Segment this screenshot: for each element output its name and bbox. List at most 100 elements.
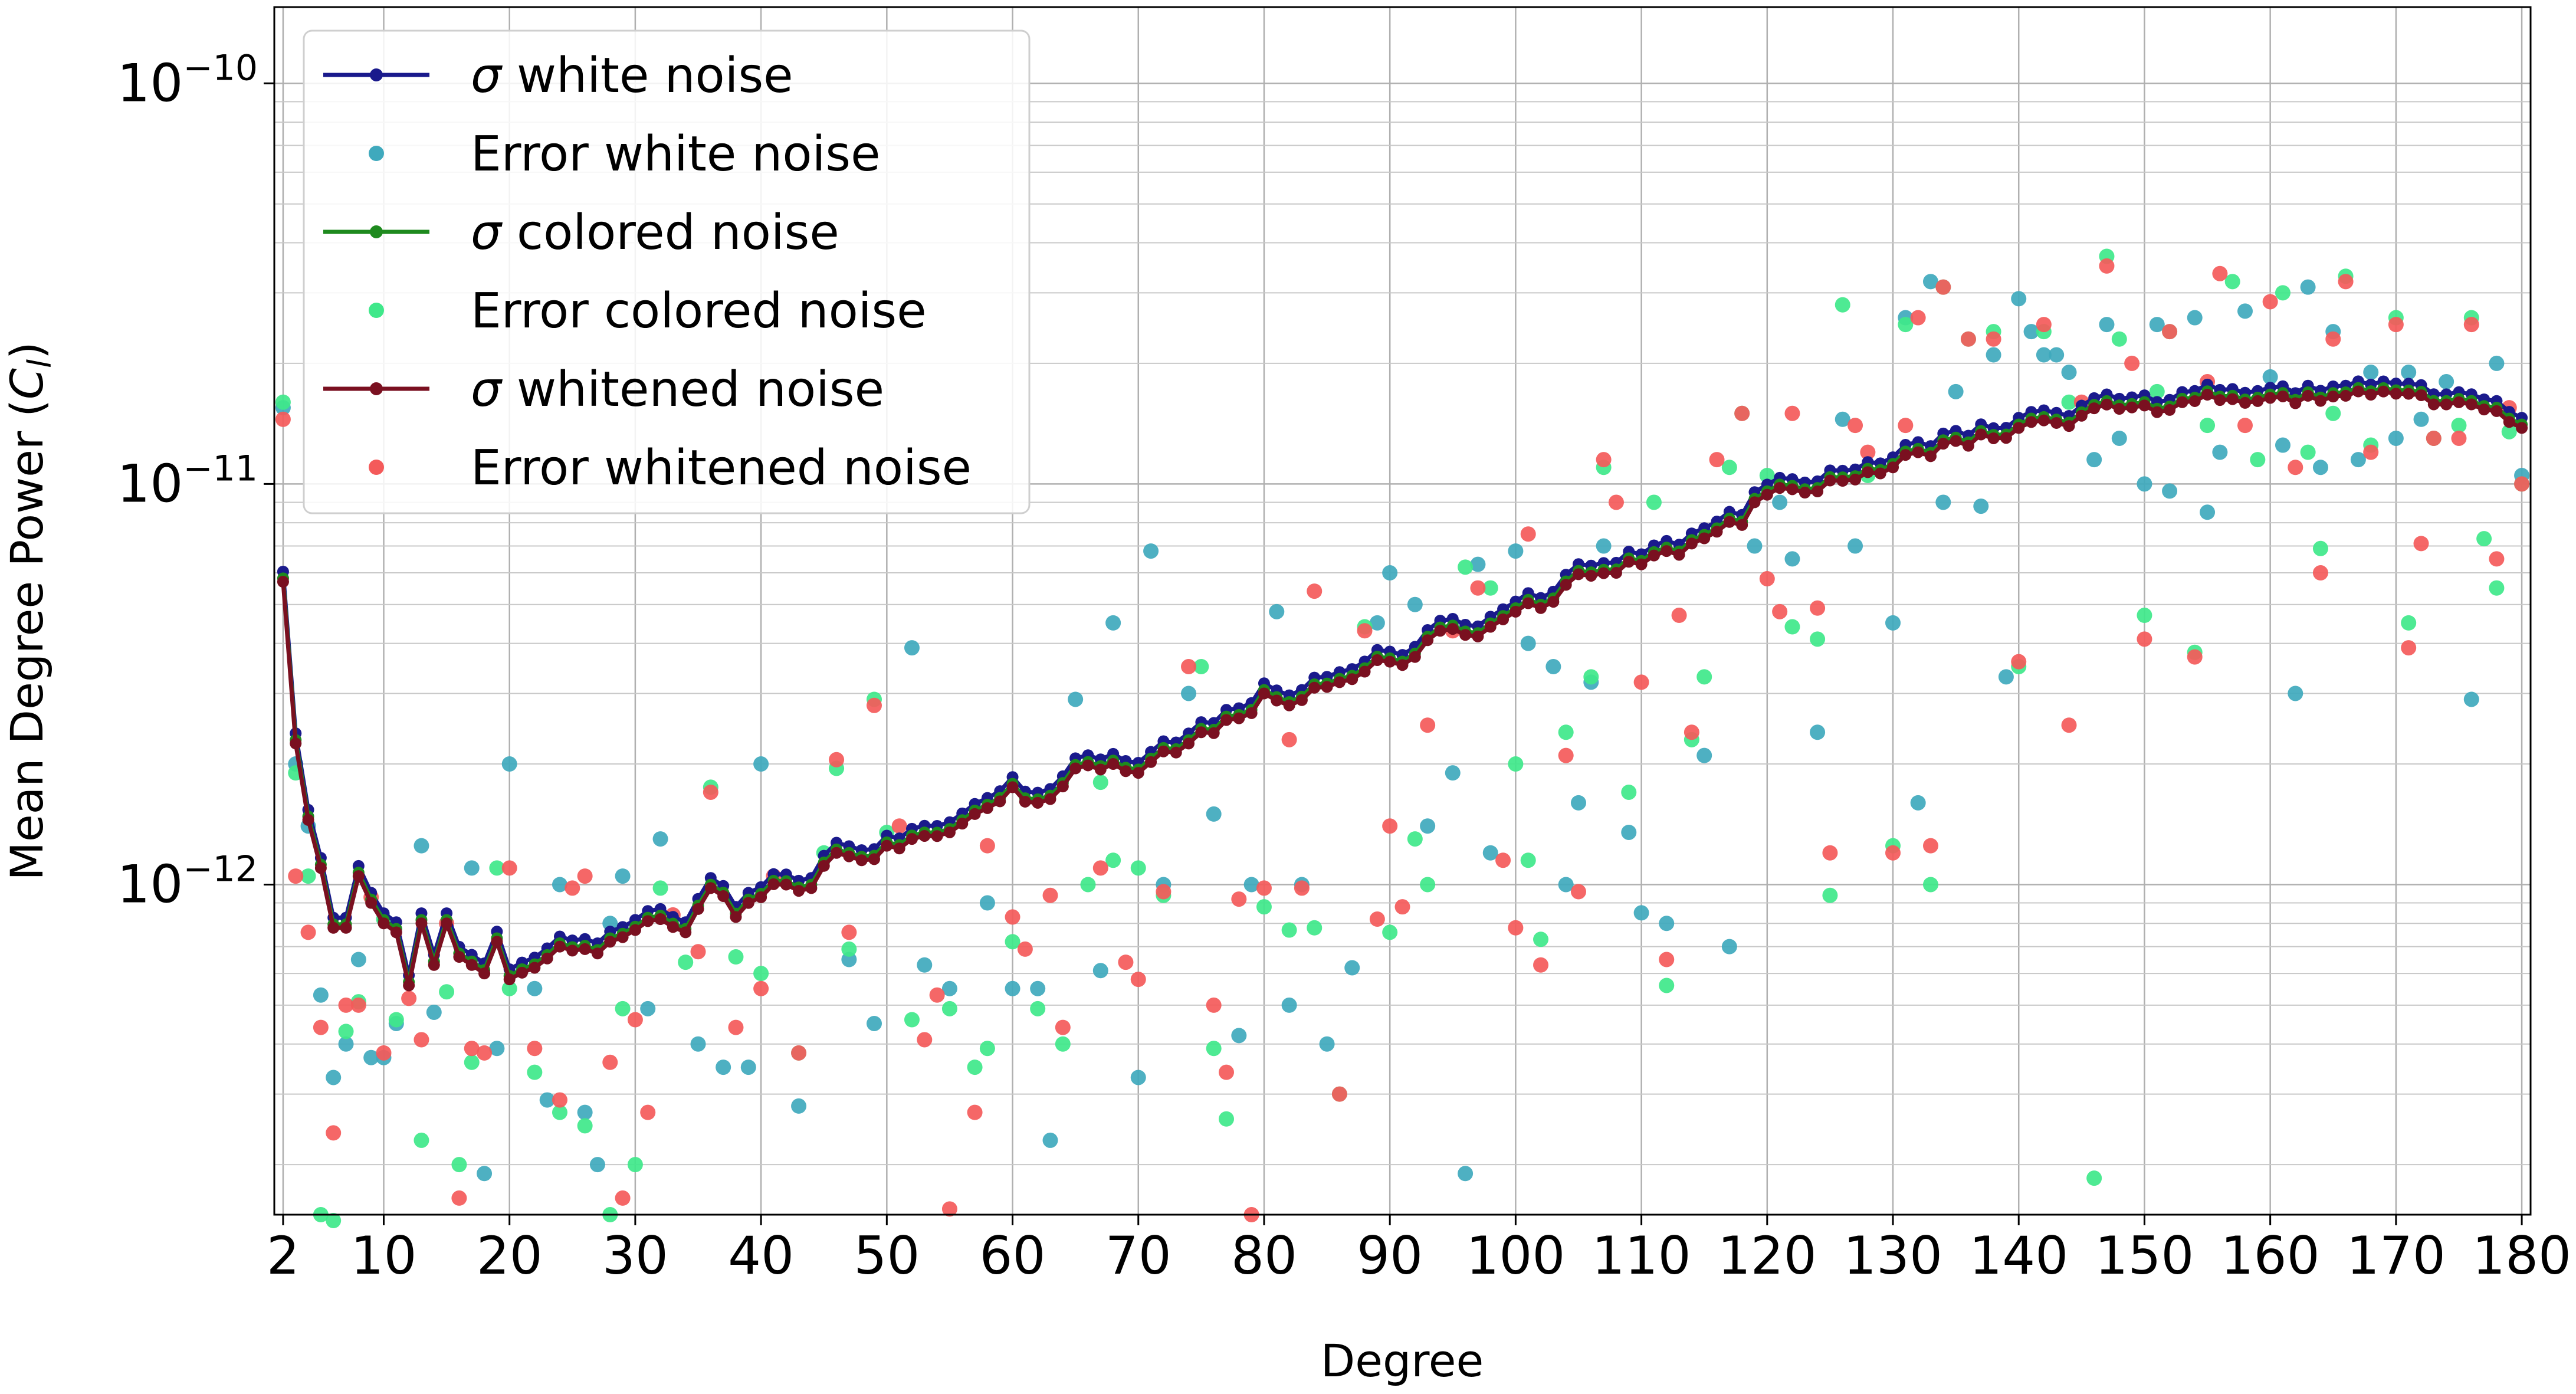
sigma-whitened-noise-point xyxy=(2151,406,2163,418)
error-white-noise-point xyxy=(2061,365,2077,381)
error-white-noise-point xyxy=(1130,1070,1146,1085)
error-colored-noise-point xyxy=(2312,540,2328,556)
error-white-noise-point xyxy=(1092,963,1108,979)
error-white-noise-point xyxy=(2489,355,2505,371)
sigma-whitened-noise-point xyxy=(378,917,390,930)
sigma-whitened-noise-point xyxy=(415,917,428,930)
legend-marker-key xyxy=(369,460,384,475)
error-white-noise-point xyxy=(1847,538,1863,554)
error-colored-noise-point xyxy=(1696,669,1712,685)
error-white-noise-point xyxy=(1281,997,1297,1013)
sigma-whitened-noise-point xyxy=(1597,567,1610,579)
sigma-whitened-noise-point xyxy=(2101,398,2113,411)
error-whitened-noise-point xyxy=(300,924,316,940)
error-whitened-noise-point xyxy=(2137,631,2152,647)
sigma-whitened-noise-point xyxy=(692,903,704,915)
error-colored-noise-point xyxy=(1583,669,1599,685)
error-colored-noise-point xyxy=(1005,934,1020,950)
error-whitened-noise-point xyxy=(1369,911,1385,927)
error-white-noise-point xyxy=(464,860,480,876)
error-white-noise-point xyxy=(2388,430,2404,446)
legend-marker-key xyxy=(370,225,383,238)
x-tick-label: 50 xyxy=(854,1225,920,1286)
x-tick-label: 160 xyxy=(2221,1225,2320,1286)
sigma-whitened-noise-point xyxy=(893,842,905,855)
sigma-whitened-noise-point xyxy=(1409,651,1421,663)
error-colored-noise-point xyxy=(1206,1041,1222,1057)
x-tick-label: 20 xyxy=(477,1225,543,1286)
error-colored-noise-point xyxy=(1822,887,1838,903)
error-white-noise-point xyxy=(2288,685,2303,701)
sigma-whitened-noise-point xyxy=(2037,414,2050,427)
sigma-whitened-noise-point xyxy=(1711,526,1723,538)
error-whitened-noise-point xyxy=(350,997,366,1013)
sigma-whitened-noise-point xyxy=(1774,482,1786,494)
error-colored-noise-point xyxy=(2476,531,2492,547)
sigma-whitened-noise-point xyxy=(767,878,780,890)
sigma-whitened-noise-point xyxy=(2465,398,2477,411)
x-tick-label: 110 xyxy=(1592,1225,1691,1286)
sigma-whitened-noise-point xyxy=(352,870,365,883)
error-whitened-noise-point xyxy=(2363,444,2379,460)
sigma-whitened-noise-point xyxy=(2025,416,2037,428)
error-colored-noise-point xyxy=(728,949,744,965)
error-white-noise-point xyxy=(2162,483,2178,499)
error-whitened-noise-point xyxy=(1206,997,1222,1013)
error-white-noise-point xyxy=(1068,691,1084,707)
error-white-noise-point xyxy=(2439,374,2454,390)
sigma-whitened-noise-point xyxy=(541,952,553,965)
error-colored-noise-point xyxy=(439,984,455,1000)
error-colored-noise-point xyxy=(1759,467,1775,483)
sigma-whitened-noise-point xyxy=(2339,389,2352,402)
error-white-noise-point xyxy=(350,952,366,967)
error-colored-noise-point xyxy=(1646,494,1662,510)
error-whitened-noise-point xyxy=(451,1190,467,1206)
x-tick-label: 70 xyxy=(1105,1225,1171,1286)
sigma-whitened-noise-point xyxy=(818,860,830,872)
error-white-noise-point xyxy=(1747,538,1763,554)
error-whitened-noise-point xyxy=(1118,955,1134,970)
sigma-whitened-noise-point xyxy=(755,891,767,903)
error-white-noise-point xyxy=(2200,504,2216,520)
error-whitened-noise-point xyxy=(615,1190,631,1206)
error-colored-noise-point xyxy=(2137,608,2152,624)
error-whitened-noise-point xyxy=(703,784,718,800)
sigma-whitened-noise-point xyxy=(1937,438,1950,450)
error-colored-noise-point xyxy=(1458,559,1474,575)
sigma-whitened-noise-point xyxy=(1157,745,1170,757)
sigma-whitened-noise-point xyxy=(2176,396,2188,408)
x-axis-title: Degree xyxy=(1321,1334,1484,1387)
error-whitened-noise-point xyxy=(1055,1019,1071,1035)
sigma-whitened-noise-point xyxy=(2226,393,2239,405)
error-colored-noise-point xyxy=(2451,418,2467,434)
error-white-noise-point xyxy=(539,1092,555,1108)
error-white-noise-point xyxy=(1545,658,1561,674)
error-white-noise-point xyxy=(527,980,543,996)
sigma-whitened-noise-point xyxy=(2427,398,2440,411)
error-colored-noise-point xyxy=(1307,920,1323,936)
sigma-whitened-noise-point xyxy=(881,839,893,852)
x-tick-label: 80 xyxy=(1231,1225,1297,1286)
error-whitened-noise-point xyxy=(1520,526,1536,542)
legend-box xyxy=(303,29,1031,514)
legend: σ white noise Error white noise σ colored … xyxy=(303,29,1031,514)
sigma-whitened-noise-point xyxy=(1812,486,1824,498)
error-white-noise-point xyxy=(313,987,329,1003)
x-tick-label: 100 xyxy=(1466,1225,1565,1286)
sigma-whitened-noise-point xyxy=(2239,396,2252,409)
error-whitened-noise-point xyxy=(1042,887,1058,903)
sigma-whitened-noise-point xyxy=(855,854,868,867)
error-whitened-noise-point xyxy=(1017,941,1033,957)
error-colored-noise-point xyxy=(1520,852,1536,868)
error-whitened-noise-point xyxy=(275,411,291,427)
error-whitened-noise-point xyxy=(791,1045,807,1061)
error-white-noise-point xyxy=(1922,274,1938,290)
error-colored-noise-point xyxy=(1533,931,1549,947)
error-white-noise-point xyxy=(1935,494,1951,510)
error-white-noise-point xyxy=(1445,765,1461,781)
error-colored-noise-point xyxy=(1784,619,1800,635)
error-whitened-noise-point xyxy=(2401,640,2417,656)
error-white-noise-point xyxy=(1986,347,2001,363)
error-white-noise-point xyxy=(640,1001,656,1016)
error-whitened-noise-point xyxy=(1130,972,1146,988)
